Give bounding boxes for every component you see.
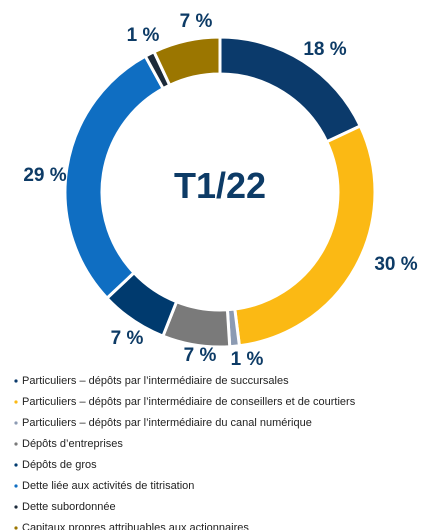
donut-segment bbox=[233, 124, 377, 348]
value-label: 7 % bbox=[111, 328, 144, 349]
value-label: 7 % bbox=[180, 11, 213, 32]
value-label: 30 % bbox=[374, 254, 417, 275]
legend-marker bbox=[14, 400, 18, 404]
legend-label: Dépôts d’entreprises bbox=[22, 438, 123, 450]
value-label: 7 % bbox=[184, 345, 217, 366]
legend-label: Capitaux propres attribuables aux action… bbox=[22, 522, 249, 530]
legend-marker bbox=[14, 379, 18, 383]
legend-label: Dépôts de gros bbox=[22, 459, 97, 471]
donut-segment bbox=[63, 54, 166, 301]
legend-label: Dette liée aux activités de titrisation bbox=[22, 480, 194, 492]
value-label: 29 % bbox=[23, 165, 66, 186]
legend-marker bbox=[14, 442, 18, 446]
legend-label: Dette subordonnée bbox=[22, 501, 116, 513]
chart-title: T1/22 bbox=[174, 165, 266, 206]
legend-label: Particuliers – dépôts par l’intermédiair… bbox=[22, 375, 289, 387]
value-label: 18 % bbox=[303, 39, 346, 60]
legend-label: Particuliers – dépôts par l’intermédiair… bbox=[22, 417, 312, 429]
legend-label: Particuliers – dépôts par l’intermédiair… bbox=[22, 396, 356, 408]
donut-segment bbox=[152, 35, 222, 88]
value-label: 1 % bbox=[127, 25, 160, 46]
value-label: 1 % bbox=[231, 349, 264, 370]
legend-marker bbox=[14, 421, 18, 425]
legend-marker bbox=[14, 463, 18, 467]
legend-marker bbox=[14, 484, 18, 488]
legend-marker bbox=[14, 505, 18, 509]
legend-marker bbox=[14, 526, 18, 530]
